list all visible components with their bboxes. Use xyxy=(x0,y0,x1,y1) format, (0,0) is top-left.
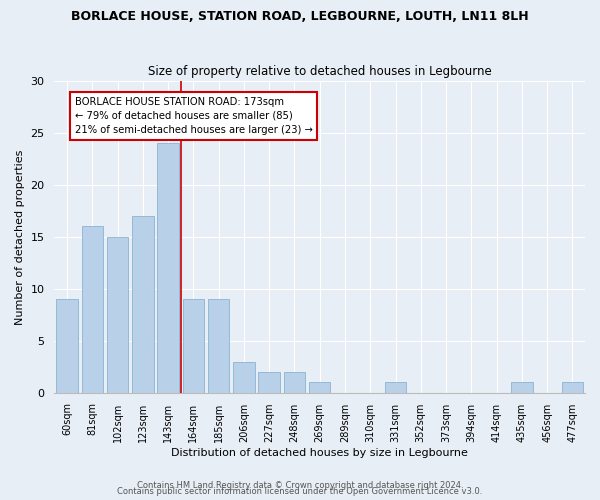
Bar xyxy=(132,216,154,392)
Bar xyxy=(233,362,254,392)
Title: Size of property relative to detached houses in Legbourne: Size of property relative to detached ho… xyxy=(148,66,491,78)
Bar xyxy=(157,144,179,392)
Bar xyxy=(511,382,533,392)
Text: BORLACE HOUSE, STATION ROAD, LEGBOURNE, LOUTH, LN11 8LH: BORLACE HOUSE, STATION ROAD, LEGBOURNE, … xyxy=(71,10,529,23)
Bar xyxy=(182,299,204,392)
Bar xyxy=(284,372,305,392)
Text: Contains HM Land Registry data © Crown copyright and database right 2024.: Contains HM Land Registry data © Crown c… xyxy=(137,481,463,490)
Bar xyxy=(385,382,406,392)
Text: BORLACE HOUSE STATION ROAD: 173sqm
← 79% of detached houses are smaller (85)
21%: BORLACE HOUSE STATION ROAD: 173sqm ← 79%… xyxy=(74,96,313,134)
Bar xyxy=(259,372,280,392)
Bar xyxy=(562,382,583,392)
Bar xyxy=(107,237,128,392)
Bar xyxy=(309,382,331,392)
Y-axis label: Number of detached properties: Number of detached properties xyxy=(15,149,25,324)
Bar xyxy=(82,226,103,392)
Bar xyxy=(208,299,229,392)
Bar xyxy=(56,299,78,392)
Text: Contains public sector information licensed under the Open Government Licence v3: Contains public sector information licen… xyxy=(118,488,482,496)
X-axis label: Distribution of detached houses by size in Legbourne: Distribution of detached houses by size … xyxy=(171,448,468,458)
